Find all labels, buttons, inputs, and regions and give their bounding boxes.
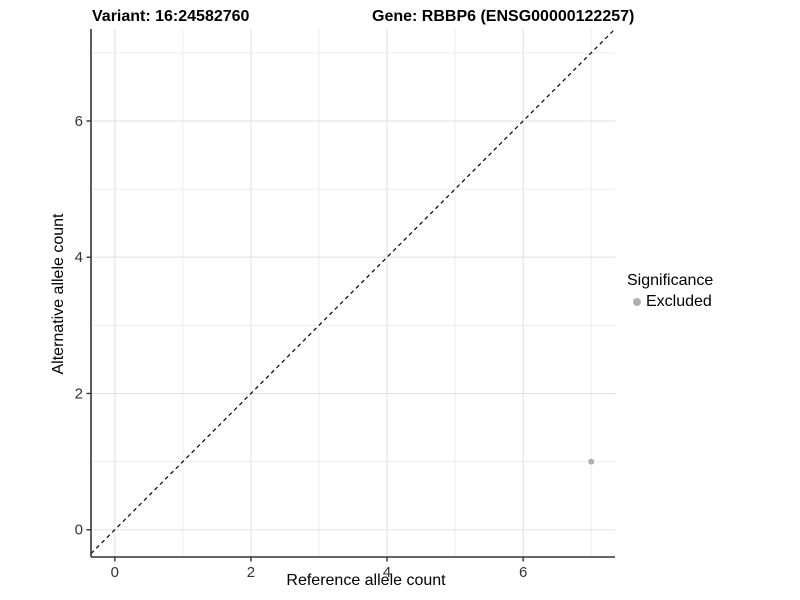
x-tick-label: 4 bbox=[383, 564, 391, 581]
plot-title-variant: Variant: 16:24582760 bbox=[92, 8, 250, 25]
y-tick-label: 6 bbox=[75, 113, 83, 130]
x-tick-label: 6 bbox=[519, 564, 527, 581]
axis-lines bbox=[90, 29, 615, 558]
x-tick-label: 0 bbox=[111, 564, 119, 581]
identity-line bbox=[90, 28, 616, 555]
legend-item-label: Excluded bbox=[646, 293, 712, 310]
y-tick-label: 2 bbox=[75, 385, 83, 402]
legend: Significance Excluded bbox=[627, 272, 713, 311]
plot-title-gene: Gene: RBBP6 (ENSG00000122257) bbox=[372, 8, 635, 25]
legend-point-swatch-icon bbox=[633, 298, 641, 306]
tick-labels: 0 2 4 6 0 2 4 6 bbox=[75, 113, 528, 581]
gridlines-major bbox=[91, 29, 615, 557]
x-tick-label: 2 bbox=[247, 564, 255, 581]
identity-reference-line bbox=[90, 28, 616, 555]
gridlines-minor bbox=[91, 29, 615, 557]
legend-item-excluded: Excluded bbox=[627, 293, 713, 311]
data-points bbox=[588, 458, 595, 465]
y-axis-title: Alternative allele count bbox=[50, 213, 67, 375]
data-point bbox=[588, 458, 595, 465]
tick-marks bbox=[86, 120, 524, 562]
y-tick-label: 0 bbox=[75, 522, 83, 539]
y-tick-label: 4 bbox=[75, 249, 83, 266]
legend-title: Significance bbox=[627, 272, 714, 289]
x-axis-title: Reference allele count bbox=[286, 572, 446, 589]
